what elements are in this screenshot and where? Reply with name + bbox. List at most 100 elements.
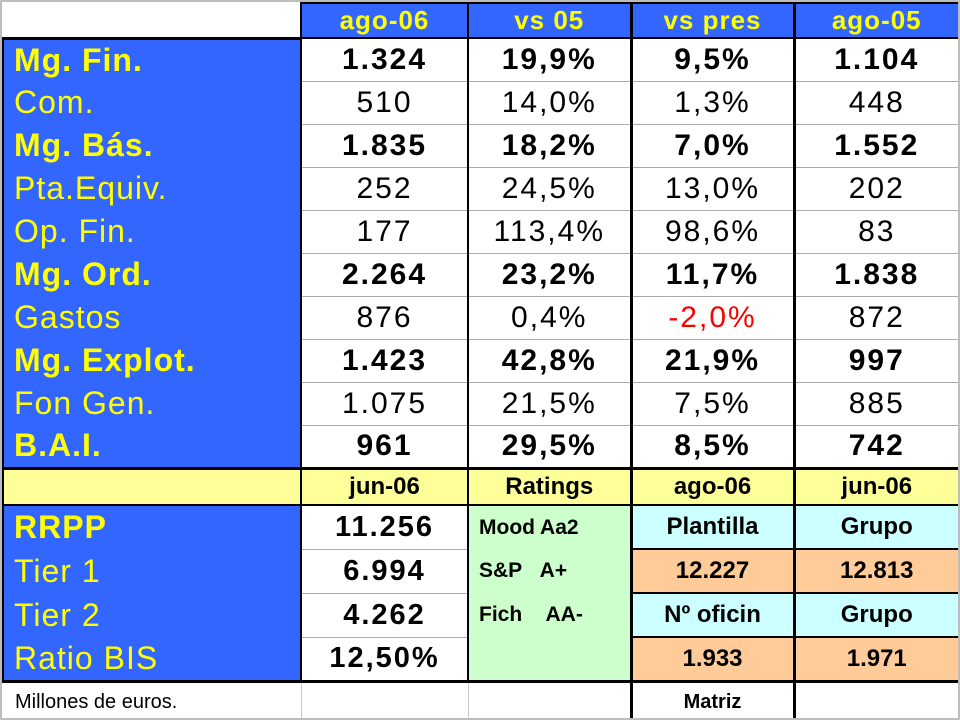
cell-grupo-plantilla-label: Grupo xyxy=(794,505,958,550)
value-cell: 8,5% xyxy=(629,425,796,470)
table-row-mg-fin: Mg. Fin. 1.324 19,9% 9,5% 1.104 xyxy=(2,38,958,82)
header2-jun-06b: jun-06 xyxy=(793,467,958,506)
label-mg-bas: Mg. Bás. xyxy=(2,124,302,167)
header-vs-05: vs 05 xyxy=(467,2,632,39)
value-cell: 23,2% xyxy=(467,253,631,297)
value-cell-negative: -2,0% xyxy=(629,296,796,340)
value-cell: 9,5% xyxy=(629,38,796,82)
value-cell: 7,5% xyxy=(629,382,796,426)
label-com: Com. xyxy=(2,81,302,124)
value-rrpp: 11.256 xyxy=(300,505,469,550)
value-cell: 202 xyxy=(793,167,958,211)
value-cell: 885 xyxy=(793,382,958,426)
value-cell: 98,6% xyxy=(629,210,796,254)
value-cell: 1.552 xyxy=(793,124,958,168)
value-cell: 1.075 xyxy=(300,382,468,426)
cell-oficinas-label: Nº oficin xyxy=(629,593,796,638)
cell-plantilla-matriz: 12.227 xyxy=(629,549,796,594)
rating-sp: S&P A+ xyxy=(467,549,632,593)
table-row-gastos: Gastos 876 0,4% -2,0% 872 xyxy=(2,296,958,340)
cell-plantilla-label: Plantilla xyxy=(629,505,796,550)
value-tier1: 6.994 xyxy=(300,549,469,594)
value-cell: 1.835 xyxy=(300,124,468,168)
value-cell: 997 xyxy=(793,339,958,383)
label-tier1: Tier 1 xyxy=(2,549,302,593)
table-row-tier1: Tier 1 6.994 S&P A+ 12.227 12.813 xyxy=(2,549,958,594)
label-mg-fin: Mg. Fin. xyxy=(2,38,302,81)
table-row-mg-bas: Mg. Bás. 1.835 18,2% 7,0% 1.552 xyxy=(2,124,958,168)
table-row-rrpp: RRPP 11.256 Mood Aa2 Plantilla Grupo xyxy=(2,505,958,550)
table-row-fon-gen: Fon Gen. 1.075 21,5% 7,5% 885 xyxy=(2,382,958,426)
value-cell: 0,4% xyxy=(467,296,631,340)
value-cell: 21,5% xyxy=(467,382,631,426)
footer-row: Millones de euros. Matriz xyxy=(3,679,958,718)
value-cell: 11,7% xyxy=(629,253,796,297)
value-cell: 252 xyxy=(300,167,468,211)
value-cell: 2.264 xyxy=(300,253,468,297)
header2-jun-06: jun-06 xyxy=(300,467,469,506)
corner-cell xyxy=(3,3,302,40)
cell-plantilla-grupo: 12.813 xyxy=(794,549,958,594)
value-cell: 18,2% xyxy=(467,124,631,168)
value-ratio-bis: 12,50% xyxy=(300,637,469,683)
value-cell: 7,0% xyxy=(629,124,796,168)
footnote-millones: Millones de euros. xyxy=(3,681,302,718)
table-row-op-fin: Op. Fin. 177 113,4% 98,6% 83 xyxy=(2,210,958,254)
value-cell: 448 xyxy=(793,81,958,125)
label-mg-explot: Mg. Explot. xyxy=(2,339,302,382)
header2-ago-06: ago-06 xyxy=(629,467,796,506)
label-tier2: Tier 2 xyxy=(2,593,302,637)
value-cell: 13,0% xyxy=(629,167,796,211)
value-cell: 1.838 xyxy=(793,253,958,297)
value-cell: 21,9% xyxy=(629,339,796,383)
header-vs-pres: vs pres xyxy=(629,2,796,39)
value-cell: 1.324 xyxy=(300,38,468,82)
table-row-mg-ord: Mg. Ord. 2.264 23,2% 11,7% 1.838 xyxy=(2,253,958,297)
table-row-com: Com. 510 14,0% 1,3% 448 xyxy=(2,81,958,125)
header-ago-05: ago-05 xyxy=(793,2,958,39)
matriz-cell: Matriz xyxy=(629,679,796,718)
income-header-row: ago-06 vs 05 vs pres ago-05 xyxy=(3,2,958,40)
rating-empty xyxy=(467,637,632,683)
value-cell: 19,9% xyxy=(467,38,631,82)
value-cell: 42,8% xyxy=(467,339,631,383)
cell-oficinas-grupo: 1.971 xyxy=(794,637,958,683)
footer-empty-3 xyxy=(794,681,958,718)
label-gastos: Gastos xyxy=(2,296,302,339)
table-row-tier2: Tier 2 4.262 Fich AA- Nº oficin Grupo xyxy=(2,593,958,638)
label-ratio-bis: Ratio BIS xyxy=(2,637,302,683)
rating-fitch: Fich AA- xyxy=(467,593,632,637)
value-cell: 14,0% xyxy=(467,81,631,125)
value-cell: 961 xyxy=(300,425,468,470)
value-cell: 83 xyxy=(793,210,958,254)
footer-empty-1 xyxy=(301,681,469,718)
table-row-ratio-bis: Ratio BIS 12,50% 1.933 1.971 xyxy=(2,637,958,683)
value-cell: 29,5% xyxy=(467,425,631,470)
footer-empty-2 xyxy=(468,681,632,718)
label-mg-ord: Mg. Ord. xyxy=(2,253,302,296)
header-ago-06: ago-06 xyxy=(300,2,469,39)
value-cell: 876 xyxy=(300,296,468,340)
value-cell: 1.104 xyxy=(793,38,958,82)
value-cell: 113,4% xyxy=(467,210,631,254)
label-bai: B.A.I. xyxy=(2,425,302,470)
cell-oficinas-matriz: 1.933 xyxy=(629,637,796,683)
capital-header-row: jun-06 Ratings ago-06 jun-06 xyxy=(2,467,958,506)
table-row-bai: B.A.I. 961 29,5% 8,5% 742 xyxy=(2,425,958,470)
table-row-mg-explot: Mg. Explot. 1.423 42,8% 21,9% 997 xyxy=(2,339,958,383)
cell-grupo-oficinas-label: Grupo xyxy=(794,593,958,638)
value-cell: 742 xyxy=(793,425,958,470)
value-cell: 177 xyxy=(300,210,468,254)
value-cell: 510 xyxy=(300,81,468,125)
value-cell: 24,5% xyxy=(467,167,631,211)
label-op-fin: Op. Fin. xyxy=(2,210,302,253)
header2-ratings: Ratings xyxy=(467,467,632,506)
table-row-pta-equiv: Pta.Equiv. 252 24,5% 13,0% 202 xyxy=(2,167,958,211)
header2-blank xyxy=(2,467,302,506)
value-tier2: 4.262 xyxy=(300,593,469,638)
value-cell: 872 xyxy=(793,296,958,340)
value-cell: 1.423 xyxy=(300,339,468,383)
label-rrpp: RRPP xyxy=(2,505,302,549)
